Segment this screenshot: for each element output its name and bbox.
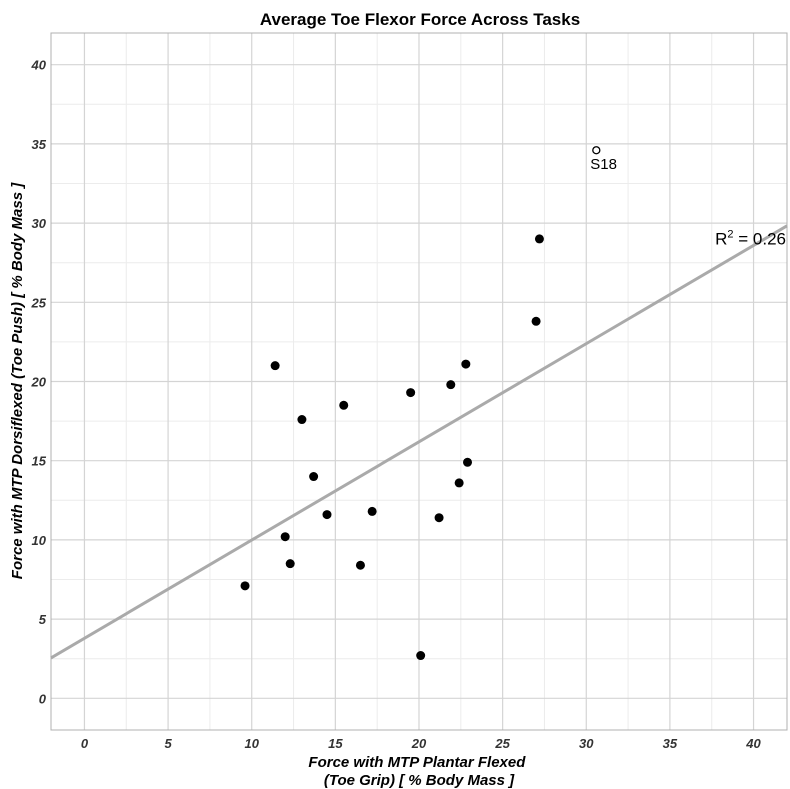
y-tick-label: 25 [31,295,47,310]
data-point [297,415,307,425]
data-point [461,359,471,369]
x-tick-label: 35 [663,736,678,751]
data-point [322,510,332,520]
data-points [240,234,544,661]
x-axis-title: Force with MTP Plantar Flexed (Toe Grip)… [308,754,529,789]
data-point [446,380,456,390]
chart-title: Average Toe Flexor Force Across Tasks [260,10,580,29]
major-gridlines [51,33,787,730]
data-point [270,361,280,371]
outlier-label: S18 [590,156,617,173]
y-tick-label: 35 [32,137,47,152]
data-point [280,532,290,542]
plot-panel-border [50,32,788,731]
x-tick-label: 25 [494,736,510,751]
x-tick-label: 15 [328,736,343,751]
x-axis-title-line-2: (Toe Grip) [ % Body Mass ] [324,772,515,789]
y-tick-label: 40 [31,58,47,73]
x-tick-label: 20 [411,736,427,751]
x-tick-label: 5 [164,736,172,751]
x-tick-label: 30 [579,736,594,751]
data-point [416,651,426,661]
data-point [463,457,473,467]
data-point [406,388,416,398]
x-tick-label: 40 [745,736,761,751]
y-tick-label: 5 [39,612,47,627]
y-tick-label: 10 [32,533,47,548]
y-tick-label: 20 [31,375,47,390]
r-squared-superscript: 2 [727,228,733,240]
x-axis-tick-labels: 0 5 10 15 20 25 30 35 40 [81,736,762,751]
y-tick-label: 30 [32,216,47,231]
data-point [367,506,377,516]
data-point [339,400,349,410]
data-point [434,513,444,523]
y-tick-label: 15 [32,454,47,469]
regression-line [50,224,788,660]
outlier-point [592,146,601,155]
r-squared-label: R2 = 0.26 [715,228,786,248]
r-squared-base: R [715,229,727,248]
y-axis-tick-labels: 0 5 10 15 20 25 30 35 40 [31,58,47,707]
data-point [309,472,319,482]
y-tick-label: 0 [39,691,47,706]
data-point [454,478,464,488]
x-axis-title-line-1: Force with MTP Plantar Flexed [308,754,526,771]
data-point [355,560,365,570]
data-point [531,316,541,326]
data-point [534,234,544,244]
y-axis-title: Force with MTP Dorsiflexed (Toe Push) [ … [9,182,26,579]
data-point [285,559,295,569]
x-tick-label: 10 [244,736,259,751]
x-tick-label: 0 [81,736,89,751]
r-squared-value: = 0.26 [734,229,786,248]
data-point [240,581,250,591]
